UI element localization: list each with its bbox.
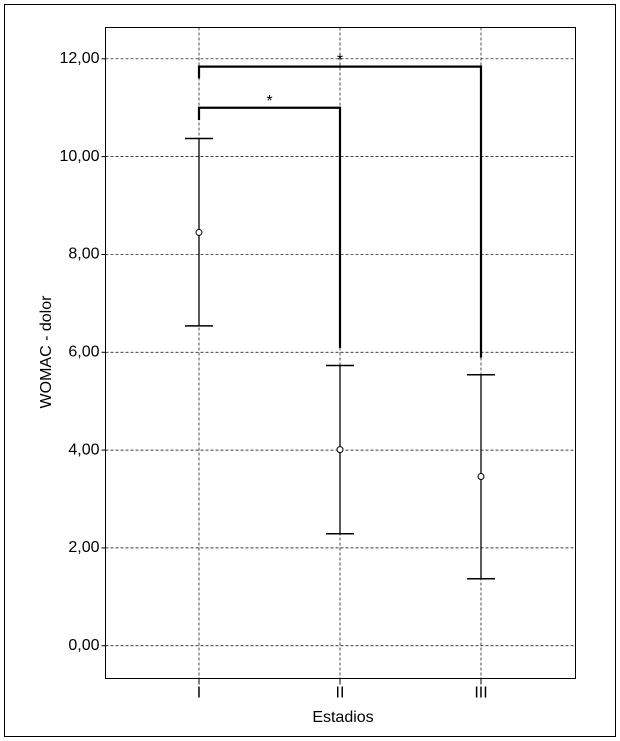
y-tick-label: 10,00 [59, 148, 99, 165]
mean-point [195, 228, 203, 236]
x-axis-title: Estadios [312, 709, 373, 726]
x-tick-label: III [474, 685, 487, 702]
significance-label: * [337, 52, 343, 69]
y-tick-label: 6,00 [68, 343, 99, 360]
mean-point [477, 472, 485, 480]
y-tick-label: 12,00 [59, 50, 99, 67]
mean-point [336, 446, 344, 454]
significance-bracket [197, 106, 342, 348]
frame [4, 4, 616, 737]
significance-bracket [197, 65, 483, 358]
y-tick-label: 2,00 [68, 539, 99, 556]
x-tick-label: I [197, 685, 201, 702]
significance-label: * [266, 93, 272, 110]
x-tick-label: II [336, 685, 345, 702]
y-tick-label: 0,00 [68, 637, 99, 654]
y-tick-label: 8,00 [68, 246, 99, 263]
y-tick-label: 4,00 [68, 441, 99, 458]
y-axis-title: WOMAC - dolor [38, 295, 55, 409]
